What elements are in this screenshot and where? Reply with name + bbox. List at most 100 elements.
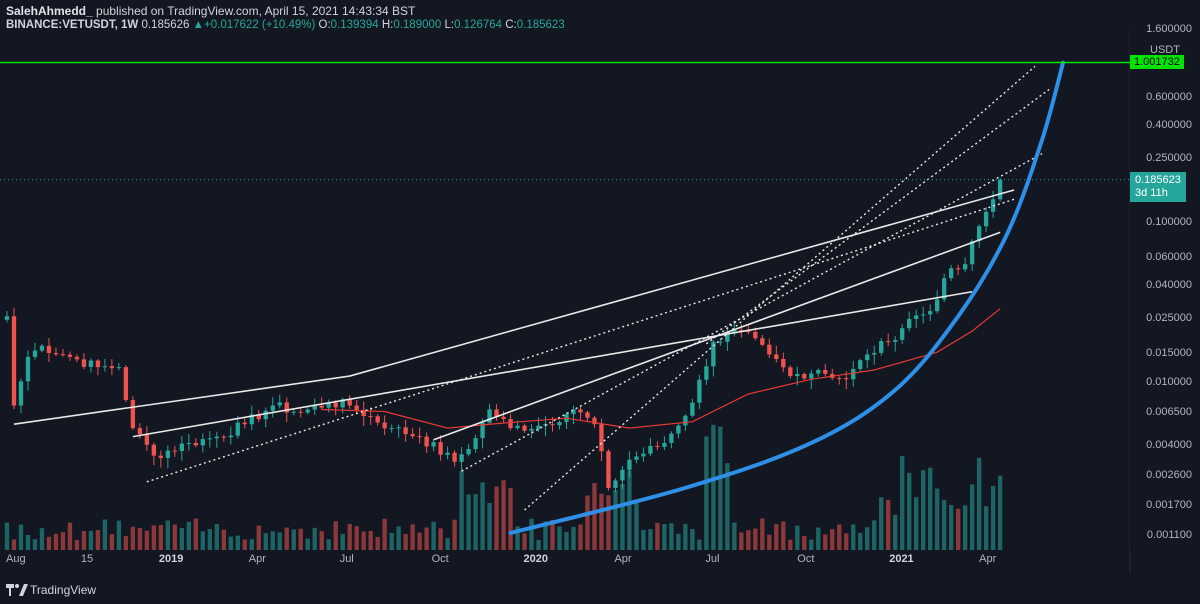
candle-body (382, 422, 387, 429)
candle-body (620, 469, 625, 481)
volume-bar (620, 484, 625, 550)
volume-bar (816, 527, 821, 550)
volume-bar (270, 531, 275, 550)
volume-bar (487, 502, 492, 550)
volume-bar (158, 525, 164, 550)
y-tick-label: 0.004000 (1146, 439, 1192, 452)
candle-body (914, 315, 919, 319)
y-tick-label: 0.015000 (1146, 347, 1192, 360)
candle-body (480, 422, 485, 439)
candle-body (228, 435, 233, 438)
candle-body (697, 379, 702, 403)
candle-body (732, 329, 737, 334)
volume-bar (809, 539, 814, 550)
candle-body (690, 402, 695, 416)
volume-bar (767, 534, 772, 550)
candle-body (130, 400, 136, 429)
volume-bar (375, 537, 380, 550)
change-value: +0.017622 (+10.49%) (204, 19, 316, 31)
author-name[interactable]: SalehAhmedd_ (6, 4, 93, 18)
candle-body (613, 480, 618, 488)
x-tick-label: Apr (979, 553, 997, 565)
volume-bar (18, 524, 24, 550)
candle-body (60, 354, 66, 356)
volume-bar (172, 524, 178, 550)
candle-body (137, 428, 143, 435)
candle-body (123, 367, 129, 401)
candle-body (158, 455, 164, 458)
volume-bar (361, 531, 366, 550)
volume-bar (298, 528, 303, 550)
candle-body (676, 425, 681, 434)
volume-bar (739, 532, 744, 550)
candle-body (396, 427, 401, 429)
volume-bar (641, 529, 646, 550)
volume-bar (774, 524, 779, 550)
volume-bar (130, 526, 136, 550)
candle-body (823, 370, 828, 374)
candle-body (634, 456, 639, 460)
y-tick-label: 0.001700 (1146, 498, 1192, 511)
candle-body (837, 377, 842, 379)
volume-bar (333, 521, 338, 550)
volume-bar (200, 531, 205, 550)
volume-bar (969, 484, 975, 550)
candle-body (410, 434, 415, 437)
footer: TradingView (0, 574, 1200, 604)
x-tick-label: Apr (614, 553, 632, 565)
x-tick-label: Jul (339, 553, 354, 565)
y-tick-label: 0.600000 (1146, 91, 1192, 104)
volume-bar (662, 523, 667, 550)
volume-bar (865, 527, 870, 550)
volume-bar (837, 524, 842, 550)
volume-bar (11, 539, 17, 550)
symbol-label[interactable]: BINANCE:VETUSDT, 1W (6, 19, 139, 31)
publish-line: SalehAhmedd_ published on TradingView.co… (6, 4, 415, 18)
volume-bar (921, 470, 926, 550)
volume-bar (557, 526, 562, 550)
volume-bar (997, 475, 1003, 550)
candle-body (941, 278, 947, 300)
volume-bar (144, 530, 150, 550)
candle-body (718, 341, 723, 343)
candle-body (18, 381, 24, 406)
price-axis[interactable]: USDT 1.600000 0.600000 0.400000 0.250000 0.1… (1130, 23, 1200, 550)
tradingview-logo-icon[interactable] (6, 582, 28, 596)
change-arrow-icon: ▲ (192, 19, 205, 31)
volume-bar (221, 529, 226, 550)
volume-bar (417, 532, 422, 550)
candle-body (962, 264, 968, 270)
candle-body (431, 442, 436, 447)
volume-bar (962, 505, 968, 550)
volume-bar (718, 426, 723, 550)
tradingview-brand[interactable]: TradingView (30, 583, 97, 597)
candle-body (900, 328, 905, 340)
candle-body (389, 428, 394, 430)
candle-body (305, 409, 310, 413)
x-tick-label: Apr (248, 553, 266, 565)
price-unit: USDT (1150, 44, 1180, 56)
chart-header: SalehAhmedd_ published on TradingView.co… (0, 0, 1130, 36)
volume-bar (725, 463, 730, 550)
candle-body (886, 341, 891, 343)
candle-body (928, 311, 933, 315)
candle-body (725, 333, 730, 342)
candle-body (375, 416, 380, 423)
volume-bar (676, 533, 681, 550)
price-chart[interactable] (0, 0, 1200, 574)
volume-bar (326, 539, 331, 550)
volume-bar (655, 522, 660, 550)
y-tick-label: 0.001100 (1146, 529, 1192, 542)
last-price: 0.185626 (141, 19, 190, 31)
high-label: H: (381, 19, 394, 31)
candle-body (242, 422, 247, 425)
x-tick-label: 2020 (523, 553, 548, 565)
volume-bar (900, 455, 905, 550)
volume-bar (235, 535, 240, 550)
volume-bar (95, 530, 101, 550)
volume-bar (123, 535, 129, 550)
level-price-tag: 1.001732 (1130, 54, 1184, 69)
volume-bar (879, 497, 884, 550)
candle-body (704, 366, 709, 380)
volume-bar (606, 495, 611, 550)
